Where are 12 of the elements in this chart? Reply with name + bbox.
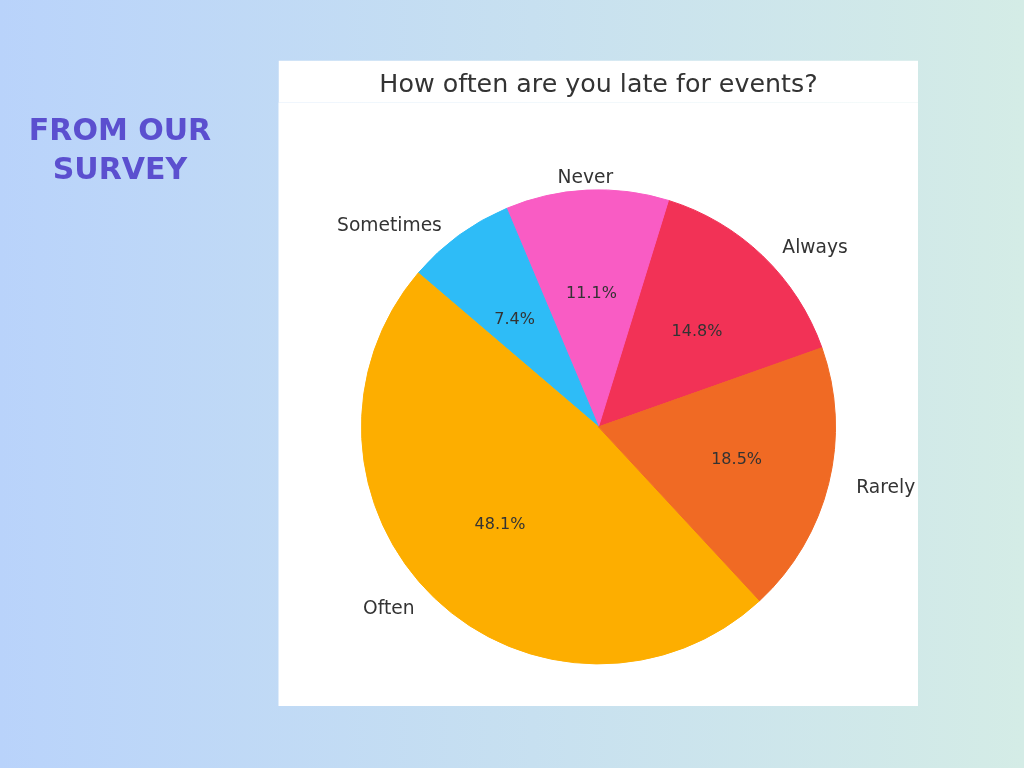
chart-subtitle: FROM OUR SURVEY (27, 111, 213, 188)
data-label: 7.4% (494, 309, 535, 329)
slice-label: Rarely (856, 476, 916, 498)
data-label: 48.1% (474, 514, 526, 534)
slice-label: Always (782, 235, 848, 257)
slice-label: Often (363, 597, 415, 619)
data-label: 18.5% (711, 449, 763, 469)
data-label: 11.1% (566, 283, 617, 303)
chart-title: How often are you late for events? (379, 67, 818, 98)
slice-label: Never (557, 166, 614, 188)
slice-label: Sometimes (337, 214, 442, 236)
data-label: 14.8% (671, 320, 723, 340)
